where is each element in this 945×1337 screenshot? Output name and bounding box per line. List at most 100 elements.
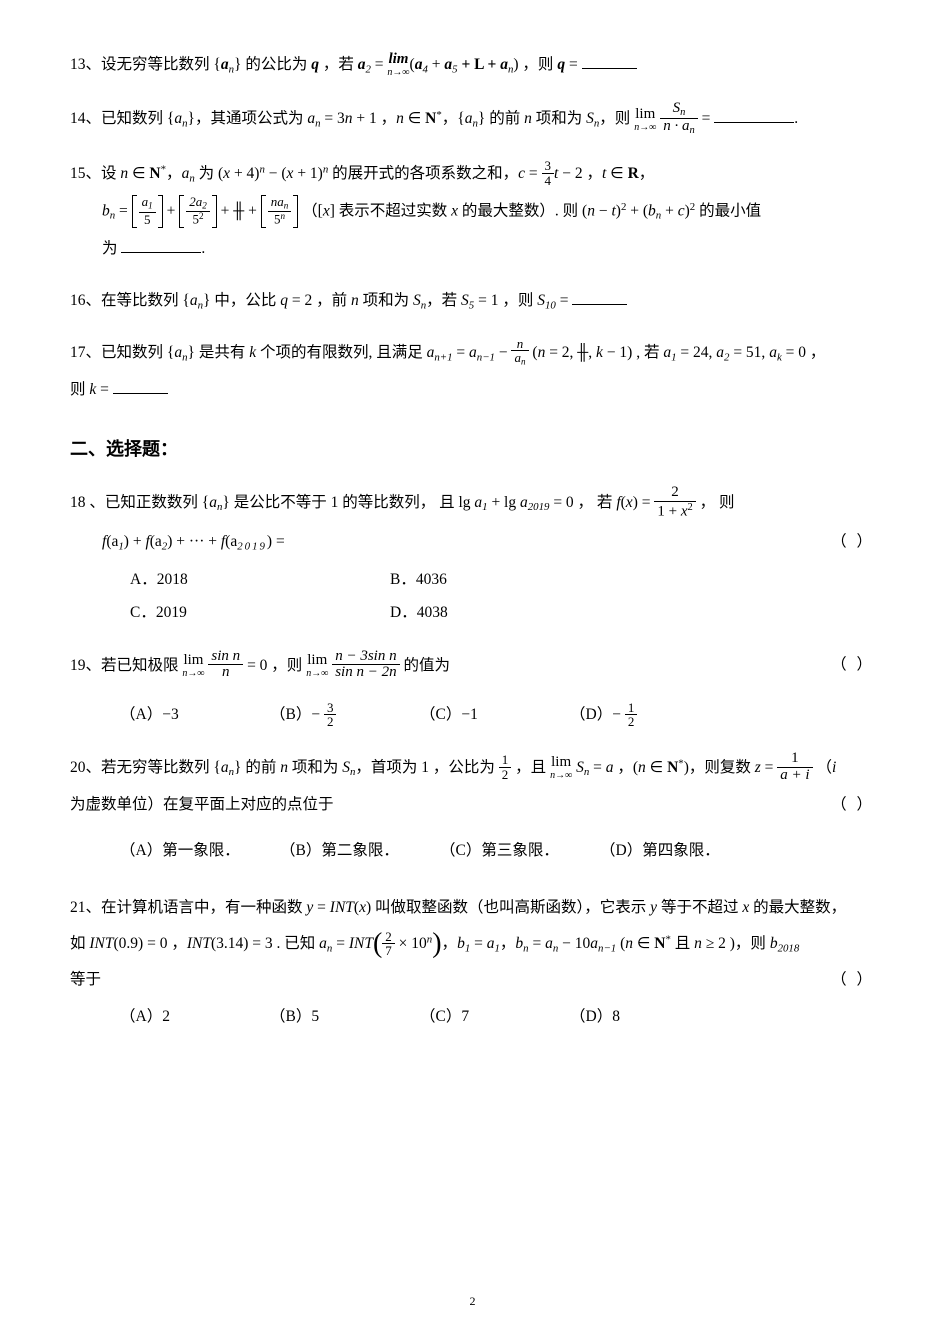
- q14-an: a: [307, 110, 315, 127]
- q15-34d: 4: [542, 174, 555, 188]
- q18-a1: a: [474, 494, 482, 511]
- q13-blank: [582, 54, 637, 69]
- q20-eqa: =: [589, 759, 606, 776]
- q17-km1m: − 1) , 若: [603, 344, 663, 361]
- q18-optD: D．4038: [390, 598, 590, 627]
- q19-Dd: 2: [625, 715, 638, 729]
- q18-t1: 已知正数数列 {: [105, 494, 209, 511]
- q21-b2018: b: [770, 935, 778, 952]
- problem-21: 21、在计算机语言中，有一种函数 y = INT(x) 叫做取整函数（也叫高斯函…: [70, 893, 875, 1032]
- q15-n: n: [120, 165, 128, 182]
- q14-blank: [714, 108, 794, 123]
- q20-optC: （C）第三象限．: [440, 836, 600, 865]
- q18-num: 18 、: [70, 494, 105, 511]
- q16-blank: [572, 290, 627, 305]
- q17-a2v: = 51,: [729, 344, 769, 361]
- q18-l2a1l: (a: [106, 533, 118, 550]
- q21-int09: (0.9) = 0 ，: [114, 935, 187, 952]
- q16-S10s: 10: [545, 299, 556, 311]
- q17-l2: 则: [70, 381, 89, 398]
- q13-num: 13、: [70, 56, 101, 73]
- q15-p1: + 1): [293, 165, 322, 182]
- q14-nin: n: [396, 110, 404, 127]
- q15-line3: 为 .: [70, 234, 875, 263]
- q21-int314: (3.14) = 3 . 已知: [211, 935, 319, 952]
- q15-num: 15、: [70, 165, 101, 182]
- q14-N: N: [425, 110, 436, 127]
- q16-q: q: [280, 292, 288, 309]
- q14-eq: = 3: [321, 110, 345, 127]
- q15-br3: nan5n: [261, 195, 299, 228]
- q15-br2a: 2a: [189, 194, 202, 209]
- q19-options: （A）−3 （B）− 32 （C）−1 （D）− 12: [120, 700, 875, 730]
- q17-anp1s: n+1: [434, 351, 452, 363]
- q20-hd: 2: [499, 768, 512, 782]
- q15-br3de: n: [280, 211, 285, 221]
- q17-fas: n: [521, 357, 526, 367]
- q18-a2019: a: [520, 494, 528, 511]
- q14-seq: a: [174, 110, 182, 127]
- q17-km1: k: [596, 344, 603, 361]
- q16-num: 16、: [70, 292, 101, 309]
- q13-t3: ，若: [319, 56, 358, 73]
- q17-t1: 已知数列 {: [101, 344, 174, 361]
- q18-t2: } 是公比不等于 1 的等比数列， 且 lg: [222, 494, 474, 511]
- q17-ak: a: [769, 344, 777, 361]
- q15-blank: [121, 239, 201, 254]
- q16-t2: } 中，公比: [203, 292, 280, 309]
- q21-N: N: [654, 935, 665, 952]
- q20-n: n: [280, 759, 288, 776]
- q13-eq: =: [371, 56, 388, 73]
- q20-lt: lim: [550, 755, 572, 770]
- q13-eq2: =: [565, 56, 582, 73]
- q15-ntn: n: [587, 202, 595, 219]
- q15-t4: 的最小值: [695, 202, 761, 219]
- q21-bneq: =: [529, 935, 546, 952]
- q21-optA: （A）2: [120, 1002, 270, 1031]
- q17-t3: 个项的有限数列, 且满足: [256, 344, 427, 361]
- q13-a5: a: [444, 56, 452, 73]
- problem-15: 15、设 n ∈ N*，an 为 (x + 4)n − (x + 1)n 的展开…: [70, 159, 875, 264]
- q15-br3s: n: [284, 201, 289, 211]
- q17-num: 17、: [70, 344, 101, 361]
- q20-t8: （: [813, 759, 832, 776]
- q14-fnSs: n: [680, 107, 685, 118]
- q20-t5: ，且: [511, 759, 550, 776]
- q17-line2: 则 k =: [70, 375, 875, 404]
- q21-l2t1: 如: [70, 935, 89, 952]
- q20-options: （A）第一象限． （B）第二象限． （C）第三象限． （D）第四象限．: [120, 836, 875, 865]
- q14-frac: Sn n · an: [660, 101, 698, 136]
- q16-eq1: = 1 ，则: [474, 292, 537, 309]
- q21-anm1: a: [590, 935, 598, 952]
- q13-t2: } 的公比为: [234, 56, 311, 73]
- q19-Bl: （B）: [270, 706, 311, 723]
- q15-br2: 2a252: [179, 195, 217, 228]
- q17-anm1s: n−1: [477, 351, 495, 363]
- q15-m2: − 2 ，: [558, 165, 602, 182]
- q21-and: 且: [671, 935, 694, 952]
- q20-i: i: [832, 759, 836, 776]
- q21-b1eq: =: [470, 935, 487, 952]
- q20-half: 12: [499, 753, 512, 781]
- q20-lim: limn→∞: [550, 755, 572, 781]
- q18-options: A．2018 B．4036 C．2019 D．4038: [130, 565, 875, 628]
- q20-t4: ，首项为 1 ，公比为: [355, 759, 498, 776]
- q21-27n: 2: [382, 930, 395, 945]
- q21-paren: （ ）: [831, 965, 875, 994]
- q14-limtop: lim: [634, 107, 656, 122]
- q20-a: a: [606, 759, 614, 776]
- q19-Dl: （D）: [570, 706, 612, 723]
- q20-zda: a: [780, 767, 788, 783]
- q16-S5: S: [461, 292, 469, 309]
- q20-optB: （B）第二象限．: [280, 836, 440, 865]
- q20-zdi: i: [805, 767, 809, 783]
- q13-an-a: a: [221, 56, 229, 73]
- problem-16: 16、在等比数列 {an} 中，公比 q = 2 ，前 n 项和为 Sn，若 S…: [70, 286, 875, 316]
- q14-t3: } 的前: [478, 110, 524, 127]
- q17-eq2: = 2, ╫,: [545, 344, 596, 361]
- q19-Df: 12: [625, 701, 638, 729]
- problem-18: 18 、已知正数数列 {an} 是公比不等于 1 的等比数列， 且 lg a1 …: [70, 486, 875, 627]
- q19-Av: −3: [162, 706, 179, 723]
- q18-fdsq: 2: [687, 502, 692, 513]
- q15-br3f: nan5n: [268, 195, 292, 226]
